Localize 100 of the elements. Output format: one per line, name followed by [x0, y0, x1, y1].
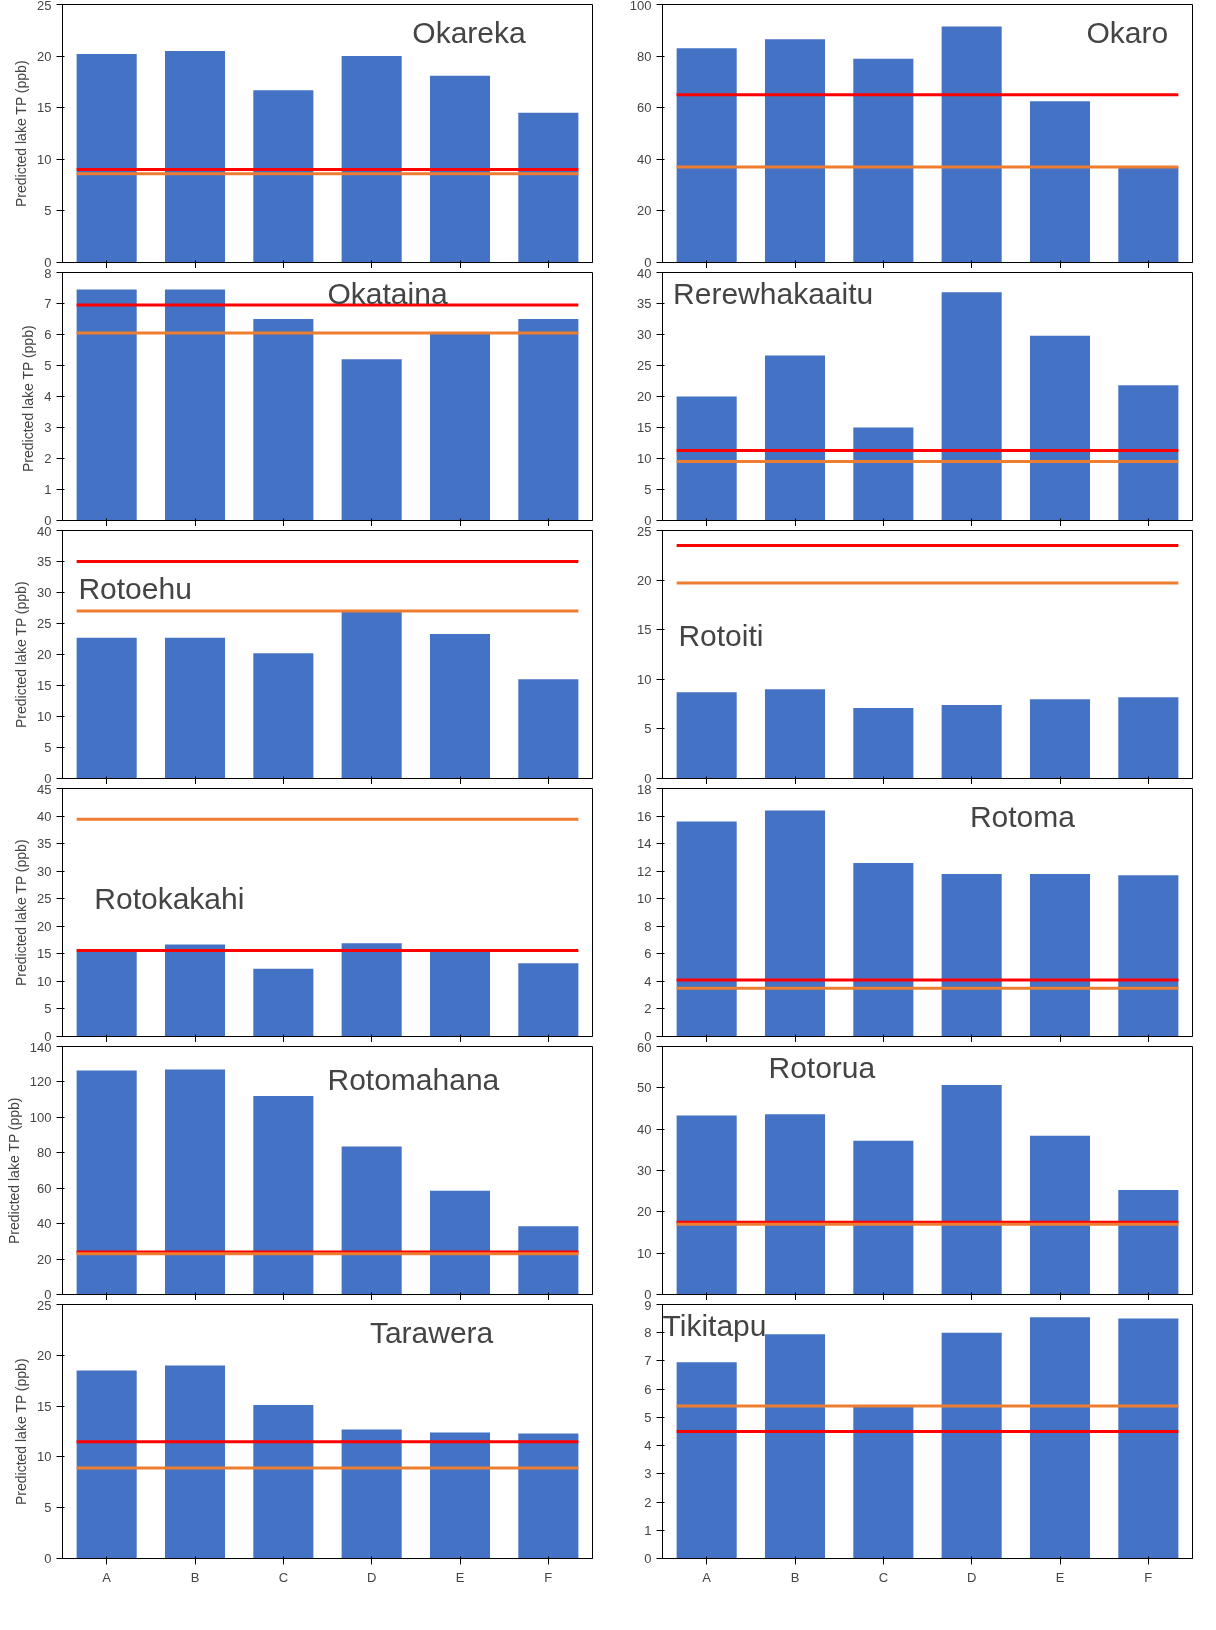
bar [76, 1070, 137, 1295]
x-tick-label: F [544, 1569, 553, 1585]
bar [518, 1226, 579, 1295]
y-tick-label: 35 [637, 296, 652, 311]
y-tick-label: 10 [637, 1245, 652, 1261]
y-tick-label: 50 [637, 1080, 652, 1096]
bar [429, 950, 491, 1037]
y-axis-title: Predicted lake TP (ppb) [5, 1097, 22, 1245]
y-tick-label: 30 [37, 585, 52, 600]
y-axis-title: Predicted lake TP (ppb) [13, 839, 30, 987]
y-tick-label: 40 [637, 151, 652, 167]
bar [1118, 1318, 1179, 1559]
bar [341, 943, 402, 1037]
y-tick-label: 0 [644, 255, 652, 270]
y-tick-label: 5 [44, 358, 52, 373]
y-tick-label: 1 [44, 482, 52, 497]
y-tick-label: 2 [644, 1001, 652, 1017]
y-tick-label: 2 [44, 451, 52, 466]
bar [341, 359, 402, 521]
y-tick-label: 40 [37, 808, 52, 824]
bar [676, 1362, 737, 1559]
y-tick-label: 20 [637, 389, 652, 404]
text: Rotoiti [678, 618, 764, 652]
bar [853, 58, 914, 263]
y-tick-label: 10 [37, 151, 52, 167]
chart-title: Rotoma [969, 799, 1076, 833]
bar [76, 637, 137, 779]
chart-title: Okaro [1086, 16, 1169, 50]
bar [853, 862, 914, 1037]
x-tick-label: C [278, 1569, 289, 1585]
bar [676, 396, 737, 521]
y-tick-label: 10 [37, 1449, 52, 1465]
y-tick-label: 0 [644, 1287, 652, 1302]
x-tick-label: B [790, 1569, 800, 1585]
bar [1118, 875, 1179, 1037]
y-tick-label: 10 [637, 451, 652, 466]
y-tick-label: 120 [29, 1074, 52, 1090]
bar [853, 1406, 914, 1559]
chart-title: Tarawera [369, 1316, 494, 1350]
y-tick-label: 6 [44, 327, 52, 342]
y-tick-label: 30 [637, 327, 652, 342]
bar [253, 1405, 314, 1559]
bar [518, 1433, 579, 1559]
bar [676, 821, 737, 1037]
y-tick-label: 5 [44, 203, 52, 219]
y-tick-label: 0 [644, 513, 652, 528]
y-tick-label: 10 [37, 709, 52, 724]
bar [253, 1096, 314, 1295]
y-tick-label: 7 [44, 296, 52, 311]
y-tick-label: 10 [37, 973, 52, 989]
y-tick-label: 0 [44, 255, 52, 270]
x-tick-label: B [190, 1569, 200, 1585]
y-tick-label: 30 [37, 863, 52, 879]
y-tick-label: 0 [44, 1029, 52, 1044]
y-tick-label: 100 [29, 1109, 52, 1125]
y-tick-label: 3 [644, 1466, 652, 1482]
y-tick-label: 25 [37, 891, 52, 907]
bar [429, 1190, 491, 1295]
bar [253, 90, 314, 263]
x-tick-label: D [966, 1569, 977, 1585]
y-tick-label: 4 [644, 973, 652, 989]
bar [1029, 101, 1091, 263]
y-tick-label: 5 [44, 1500, 52, 1516]
bar [341, 56, 402, 263]
y-tick-label: 5 [644, 721, 652, 737]
y-tick-label: 0 [644, 1551, 652, 1566]
y-tick-label: 15 [637, 622, 652, 638]
bar [941, 26, 1002, 263]
bar [941, 1332, 1002, 1559]
bar [164, 50, 226, 263]
y-tick-label: 4 [644, 1438, 652, 1454]
y-tick-label: 10 [637, 891, 652, 907]
bar [253, 968, 314, 1037]
y-tick-label: 0 [44, 771, 52, 786]
bar [1118, 167, 1179, 263]
y-tick-label: 3 [44, 420, 52, 435]
y-axis-title: Predicted lake TP (ppb) [13, 581, 30, 729]
y-tick-label: 20 [37, 48, 52, 64]
y-tick-label: 20 [37, 1347, 52, 1363]
y-tick-label: 25 [37, 0, 52, 13]
bar [1029, 335, 1091, 521]
chart-title: Tikitapu [662, 1308, 767, 1342]
y-tick-label: 12 [637, 863, 652, 879]
y-tick-label: 0 [44, 513, 52, 528]
x-tick-label: D [366, 1569, 377, 1585]
y-tick-label: 5 [44, 1001, 52, 1017]
bar [676, 692, 737, 779]
x-tick-label: A [702, 1569, 712, 1585]
text: Rotomahana [327, 1062, 500, 1096]
bar [518, 679, 579, 779]
text: Rotoehu [78, 571, 192, 605]
y-tick-label: 8 [644, 918, 652, 934]
y-tick-label: 20 [37, 918, 52, 934]
y-tick-label: 1 [644, 1522, 652, 1538]
y-tick-label: 0 [644, 1029, 652, 1044]
y-tick-label: 5 [644, 482, 652, 497]
bar [764, 810, 826, 1037]
bar [853, 1140, 914, 1295]
bar [164, 1069, 226, 1295]
bar [164, 289, 226, 521]
